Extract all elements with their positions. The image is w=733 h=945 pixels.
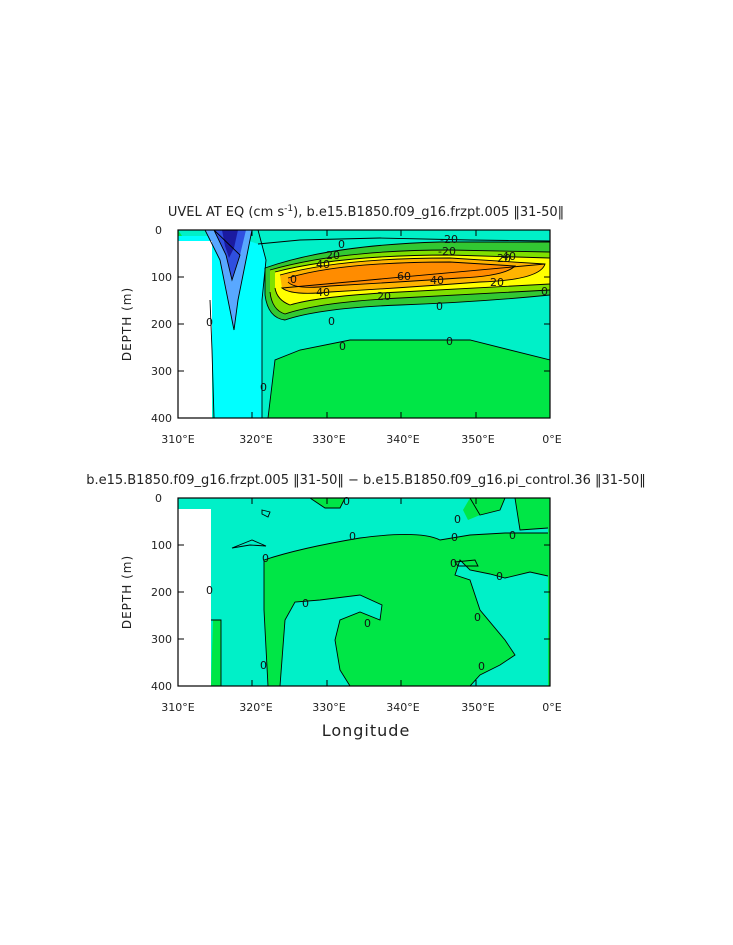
contour-label: 40 [502, 250, 516, 263]
contour-label: 0 [338, 238, 345, 251]
x-tick-label: 0°E [542, 433, 561, 446]
panel-2-y-tick-labels: 0 100 200 300 400 [151, 492, 172, 693]
land-mask-1 [178, 241, 212, 418]
x-tick-label: 0°E [542, 701, 561, 714]
contour-label: 0 [260, 381, 267, 394]
contour-label: 0 [262, 552, 269, 565]
y-tick-label: 400 [151, 412, 172, 425]
land-mask-2 [178, 509, 211, 686]
y-tick-label: 200 [151, 586, 172, 599]
panel-1-x-tick-labels: 310°E 320°E 330°E 340°E 350°E 0°E [161, 433, 561, 446]
y-tick-label: 100 [151, 271, 172, 284]
contour-label: 0 [290, 273, 297, 286]
panel-1-title: UVEL AT EQ (cm s-1), b.e15.B1850.f09_g16… [168, 204, 564, 220]
contour-label: 0 [206, 316, 213, 329]
contour-label: 0 [206, 584, 213, 597]
contour-label: 60 [397, 270, 411, 283]
contour-label: 0 [450, 557, 457, 570]
contour-label: -20 [438, 245, 456, 258]
contour-label: 0 [349, 530, 356, 543]
panel-uvel: UVEL AT EQ (cm s-1), b.e15.B1850.f09_g16… [120, 204, 564, 446]
panel-1-y-axis-label: DEPTH (m) [120, 287, 134, 361]
contour-label: 40 [316, 286, 330, 299]
panel-2-fill [178, 498, 550, 686]
region-positive-west [211, 620, 221, 686]
contour-label: 0 [446, 335, 453, 348]
y-tick-label: 400 [151, 680, 172, 693]
y-tick-label: 200 [151, 318, 172, 331]
panel-2-contours [211, 498, 549, 686]
panel-2-x-axis-label: Longitude [322, 721, 411, 740]
y-tick-label: 300 [151, 365, 172, 378]
y-tick-label: 300 [151, 633, 172, 646]
contour-label: 0 [302, 597, 309, 610]
panel-2-ticks [177, 497, 551, 687]
contour-label: 40 [316, 258, 330, 271]
contour-label: 0 [328, 315, 335, 328]
contour-label: -20 [440, 233, 458, 246]
contour-label: 40 [430, 274, 444, 287]
panel-1-contours [204, 230, 550, 418]
region-positive-top-3 [515, 498, 548, 530]
x-tick-label: 320°E [239, 433, 272, 446]
y-tick-label: 100 [151, 539, 172, 552]
panel-2-contour-labels: 0 0 0 0 0 0 0 0 0 0 0 0 0 0 [206, 495, 516, 673]
contour-label: 0 [339, 340, 346, 353]
contour-label: 0 [496, 570, 503, 583]
panel-2-title: b.e15.B1850.f09_g16.frzpt.005 ‖31-50‖ − … [86, 473, 646, 488]
y-tick-label: 0 [155, 492, 162, 505]
contour-label: 0 [451, 531, 458, 544]
x-tick-label: 350°E [461, 433, 494, 446]
x-tick-label: 330°E [312, 701, 345, 714]
region-positive-5 [288, 262, 515, 288]
panel-2-x-tick-labels: 310°E 320°E 330°E 340°E 350°E 0°E [161, 701, 561, 714]
x-tick-label: 340°E [386, 433, 419, 446]
x-tick-label: 310°E [161, 433, 194, 446]
contour-label: 0 [364, 617, 371, 630]
contour-label: 20 [497, 252, 511, 265]
contour-label: 0 [436, 300, 443, 313]
y-tick-label: 0 [155, 224, 162, 237]
contour-label: 20 [326, 249, 340, 262]
panel-1-ticks [177, 229, 551, 419]
contour-label: 0 [454, 513, 461, 526]
x-tick-label: 310°E [161, 701, 194, 714]
x-tick-label: 350°E [461, 701, 494, 714]
contour-label: 20 [490, 276, 504, 289]
contour-label: 20 [377, 290, 391, 303]
contour-label: 0 [478, 660, 485, 673]
region-surface-band [178, 230, 550, 244]
contour-label: 0 [541, 285, 548, 298]
panel-1-contour-labels: -20 -20 0 20 40 60 40 20 40 20 40 20 0 0… [206, 233, 548, 394]
contour-label: 0 [343, 495, 350, 508]
panel-2-y-axis-label: DEPTH (m) [120, 555, 134, 629]
panel-1-y-tick-labels: 0 100 200 300 400 [151, 224, 172, 425]
x-tick-label: 320°E [239, 701, 272, 714]
contour-label: 0 [509, 529, 516, 542]
contour-label: 0 [474, 611, 481, 624]
x-tick-label: 340°E [386, 701, 419, 714]
panel-difference: b.e15.B1850.f09_g16.frzpt.005 ‖31-50‖ − … [86, 473, 646, 740]
x-tick-label: 330°E [312, 433, 345, 446]
region-negative-strong [222, 230, 238, 258]
region-shallow-west [178, 236, 205, 241]
contour-label: 0 [260, 659, 267, 672]
